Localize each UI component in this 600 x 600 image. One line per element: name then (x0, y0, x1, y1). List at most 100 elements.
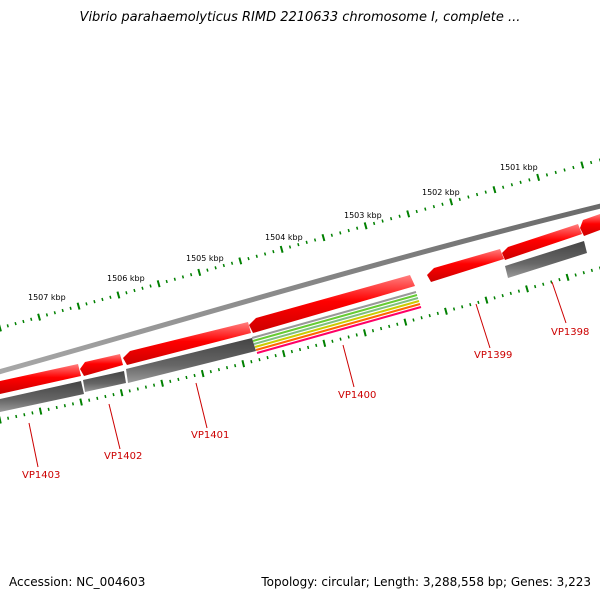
gene-labels: VP1398 VP1399 VP1400 VP1401 VP1402 VP140… (22, 327, 589, 481)
gene-bar[interactable] (505, 241, 587, 278)
tick-mark (403, 318, 408, 326)
tick-mark (574, 273, 577, 277)
kbp-label: 1507 kbp (28, 293, 66, 302)
tick-mark (88, 398, 91, 402)
tick-mark (250, 360, 253, 364)
tick-mark (290, 349, 293, 354)
tick-mark (381, 219, 384, 223)
gene-label-vp1398[interactable]: VP1398 (551, 327, 589, 338)
tick-mark (307, 345, 310, 350)
tick-mark (371, 329, 375, 333)
cds-arrow[interactable] (580, 214, 600, 236)
tick-mark (165, 279, 168, 284)
tick-mark (589, 160, 593, 165)
tick-mark (313, 238, 317, 242)
tick-mark (502, 185, 505, 189)
tick-mark (519, 180, 522, 184)
gene-label-vp1402[interactable]: VP1402 (104, 451, 142, 462)
tick-mark (225, 366, 229, 370)
tick-mark (197, 268, 202, 277)
tick-mark (209, 369, 212, 374)
tick-mark (572, 165, 575, 170)
tick-mark (580, 161, 585, 169)
tick-mark (315, 343, 318, 348)
tick-mark (339, 337, 342, 341)
tick-mark (305, 240, 308, 244)
gene-bar[interactable] (83, 371, 126, 392)
cds-arrow[interactable] (427, 249, 504, 282)
gene-bar[interactable] (126, 338, 256, 383)
tick-mark (30, 317, 33, 321)
tick-mark (156, 280, 161, 288)
kbp-label: 1502 kbp (422, 188, 460, 197)
kbp-labels: 1501 kbp 1502 kbp 1503 kbp 1504 kbp 1505… (28, 163, 538, 302)
tick-mark (554, 170, 557, 175)
cds-arrow[interactable] (249, 275, 415, 333)
tick-mark (258, 358, 261, 362)
tick-mark (193, 373, 196, 378)
topology-label: Topology: circular; Length: 3,288,558 bp… (261, 575, 591, 589)
tick-mark (23, 413, 26, 417)
kbp-label: 1501 kbp (500, 163, 538, 172)
tick-mark (7, 416, 10, 420)
tick-mark (424, 207, 427, 211)
tick-mark (177, 377, 180, 382)
tick-mark (467, 195, 470, 199)
tick-mark (160, 379, 164, 387)
tick-mark (550, 280, 553, 284)
chromosome-backbone (0, 203, 600, 375)
feature-band-vp1400 (251, 291, 422, 354)
cds-arrow[interactable] (80, 354, 123, 376)
tick-mark (321, 233, 326, 242)
gene-label-vp1403[interactable]: VP1403 (22, 470, 60, 481)
tick-mark (372, 221, 376, 226)
forward-cds-track (0, 214, 600, 394)
tick-mark (125, 291, 128, 295)
tick-mark (185, 375, 188, 380)
tick-mark (363, 222, 368, 230)
tick-mark (109, 295, 112, 299)
tick-mark (565, 273, 570, 281)
tick-mark (214, 266, 217, 270)
tick-mark (469, 302, 472, 307)
cds-arrow[interactable] (123, 322, 251, 365)
cds-arrow[interactable] (0, 364, 81, 394)
tick-mark (330, 233, 333, 237)
tick-mark (238, 257, 243, 265)
tick-mark (517, 289, 521, 293)
gene-label-vp1401[interactable]: VP1401 (191, 430, 229, 441)
tick-mark (493, 296, 496, 300)
gene-label-vp1399[interactable]: VP1399 (474, 350, 512, 361)
gene-label-vp1400[interactable]: VP1400 (338, 390, 376, 401)
gene-bar[interactable] (0, 381, 84, 412)
accession-label: Accession: NC_004603 (9, 575, 146, 589)
tick-mark (71, 402, 75, 406)
tick-mark (181, 275, 185, 279)
tick-mark (96, 396, 99, 400)
tick-mark (119, 389, 124, 397)
tick-mark (441, 202, 444, 206)
tick-mark (76, 302, 81, 310)
tick-mark (281, 349, 286, 358)
tick-mark (484, 296, 489, 304)
tick-mark (558, 278, 561, 282)
inner-tick-ring (0, 266, 600, 424)
tick-mark (406, 210, 411, 218)
tick-mark (475, 192, 479, 197)
tick-mark (412, 318, 415, 322)
tick-mark (141, 286, 144, 290)
tick-mark (136, 387, 139, 391)
tick-mark (477, 300, 480, 305)
tick-mark (525, 285, 529, 293)
tick-mark (47, 407, 50, 411)
tick-mark (356, 226, 359, 230)
tick-mark (428, 313, 431, 318)
tick-mark (545, 173, 549, 177)
outer-tick-ring (0, 158, 600, 332)
tick-mark (492, 186, 497, 194)
cds-arrow[interactable] (502, 224, 582, 260)
tick-mark (432, 205, 436, 209)
tick-mark (510, 183, 514, 187)
tick-mark (241, 360, 246, 368)
